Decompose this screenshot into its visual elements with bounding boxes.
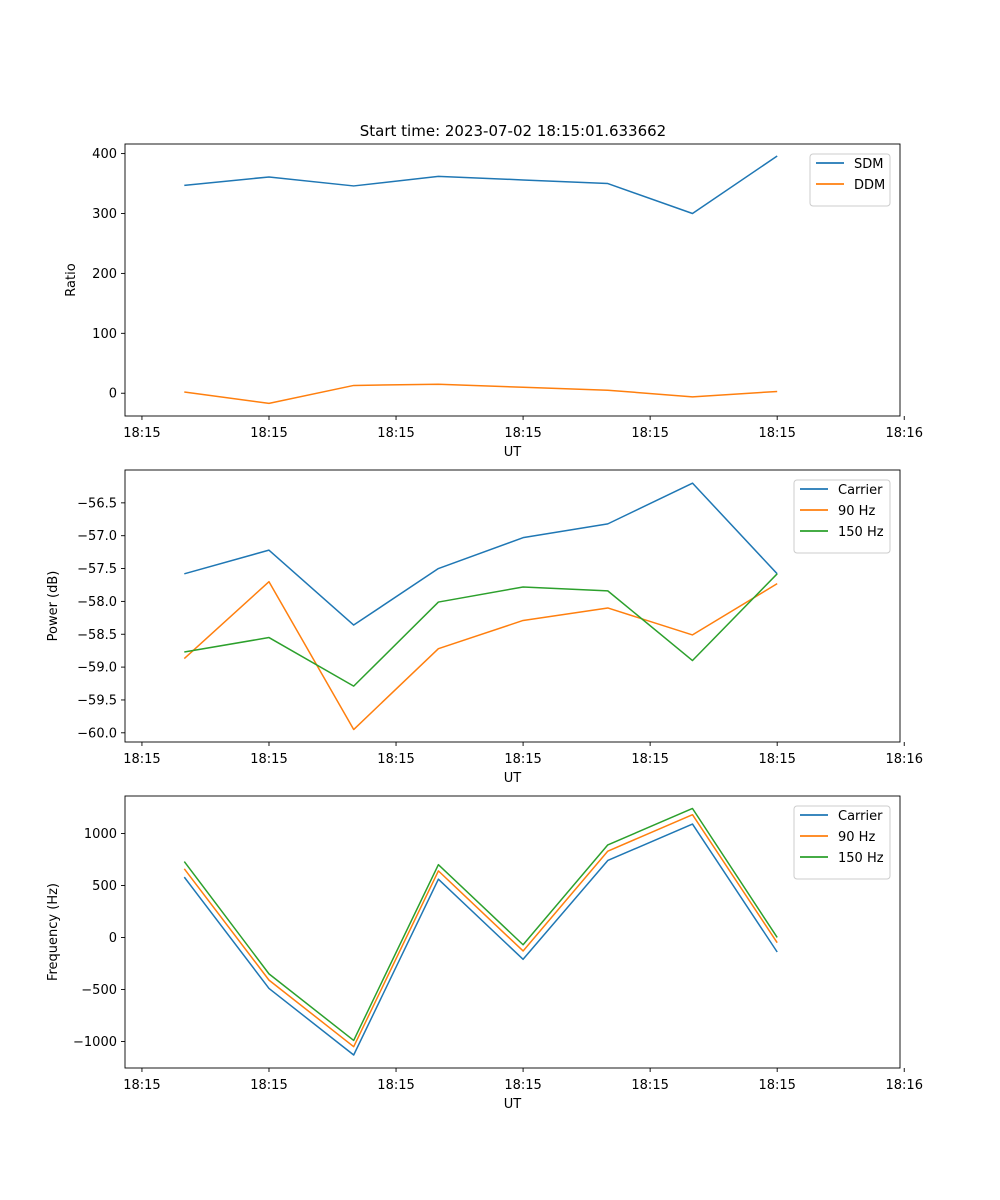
series-line-90-hz [183, 813, 778, 1048]
plot-frame [124, 143, 901, 417]
series-line-150-hz [184, 573, 778, 687]
x-tick-label: 18:15 [250, 752, 287, 767]
y-tick-label: −56.5 [77, 496, 117, 511]
x-tick-label: 18:15 [758, 426, 795, 441]
legend-label: DDM [854, 178, 885, 193]
y-tick-label: 500 [92, 879, 117, 894]
x-tick-label: 18:15 [631, 426, 668, 441]
x-tick-label: 18:15 [123, 426, 160, 441]
x-tick-label: 18:15 [250, 1078, 287, 1093]
series-line-150-hz [183, 807, 778, 1042]
x-tick-label: 18:16 [886, 426, 923, 441]
panels-group: 18:15 18:15 18:15 18:15 18:15 18:15 18:16 0 100 2… [46, 143, 923, 1112]
x-tick-label: 18:16 [886, 1078, 923, 1093]
series-line-ddm [184, 383, 778, 405]
series-line-carrier [184, 482, 778, 626]
legend-label: 150 Hz [838, 525, 884, 540]
legend-box [793, 805, 891, 880]
legend-label: SDM [854, 157, 883, 172]
x-tick-label: 18:15 [504, 752, 541, 767]
legend: Carrier 90 Hz 150 Hz [793, 479, 891, 554]
x-tick-label: 18:15 [123, 752, 160, 767]
x-tick-label: 18:15 [631, 752, 668, 767]
series-line-90-hz [183, 580, 778, 731]
y-tick-label: 0 [109, 387, 117, 402]
y-tick-label: 100 [92, 327, 117, 342]
x-axis-label: UT [504, 1097, 522, 1112]
x-tick-label: 18:15 [377, 1078, 414, 1093]
legend-label: 90 Hz [838, 504, 875, 519]
x-tick-label: 18:15 [504, 1078, 541, 1093]
y-tick-label: −1000 [73, 1035, 117, 1050]
legend-label: Carrier [838, 483, 883, 498]
legend-label: 90 Hz [838, 830, 875, 845]
y-tick-label: −500 [81, 983, 117, 998]
y-tick-label: 200 [92, 267, 117, 282]
series-line-carrier [183, 823, 778, 1056]
chart-panel-2: 18:15 18:15 18:15 18:15 18:15 18:15 18:16 −60.0… [46, 469, 923, 786]
y-tick-label: −57.5 [77, 562, 117, 577]
y-tick-label: 1000 [84, 827, 117, 842]
y-tick-label: 300 [92, 207, 117, 222]
x-tick-label: 18:15 [758, 1078, 795, 1093]
figure-title: Start time: 2023-07-02 18:15:01.633662 [360, 122, 666, 140]
chart-panel-1: 18:15 18:15 18:15 18:15 18:15 18:15 18:16 0 100 2… [64, 143, 923, 460]
y-tick-label: −58.0 [77, 595, 117, 610]
y-tick-label: −59.5 [77, 693, 117, 708]
y-tick-label: −60.0 [77, 726, 117, 741]
x-tick-label: 18:15 [377, 752, 414, 767]
x-tick-label: 18:15 [250, 426, 287, 441]
y-axis-label: Ratio [64, 263, 79, 296]
y-tick-label: −59.0 [77, 661, 117, 676]
y-tick-label: −57.0 [77, 529, 117, 544]
series-line-sdm [184, 155, 778, 215]
x-tick-label: 18:16 [886, 752, 923, 767]
plot-frame [124, 795, 901, 1069]
x-tick-label: 18:15 [123, 1078, 160, 1093]
x-axis-label: UT [504, 771, 522, 786]
y-tick-label: 0 [109, 931, 117, 946]
legend-label: 150 Hz [838, 851, 884, 866]
legend: Carrier 90 Hz 150 Hz [793, 805, 891, 880]
y-tick-label: 400 [92, 147, 117, 162]
y-axis-label: Power (dB) [46, 571, 61, 642]
legend-box [809, 153, 891, 207]
legend: SDM DDM [809, 153, 891, 207]
chart-panel-3: 18:15 18:15 18:15 18:15 18:15 18:15 18:16 −1000… [46, 795, 923, 1112]
x-tick-label: 18:15 [377, 426, 414, 441]
plot-frame [124, 469, 901, 743]
legend-box [793, 479, 891, 554]
x-tick-label: 18:15 [758, 752, 795, 767]
x-tick-label: 18:15 [631, 1078, 668, 1093]
y-axis-label: Frequency (Hz) [46, 883, 61, 981]
x-tick-label: 18:15 [504, 426, 541, 441]
y-tick-label: −58.5 [77, 628, 117, 643]
x-axis-label: UT [504, 445, 522, 460]
legend-label: Carrier [838, 809, 883, 824]
